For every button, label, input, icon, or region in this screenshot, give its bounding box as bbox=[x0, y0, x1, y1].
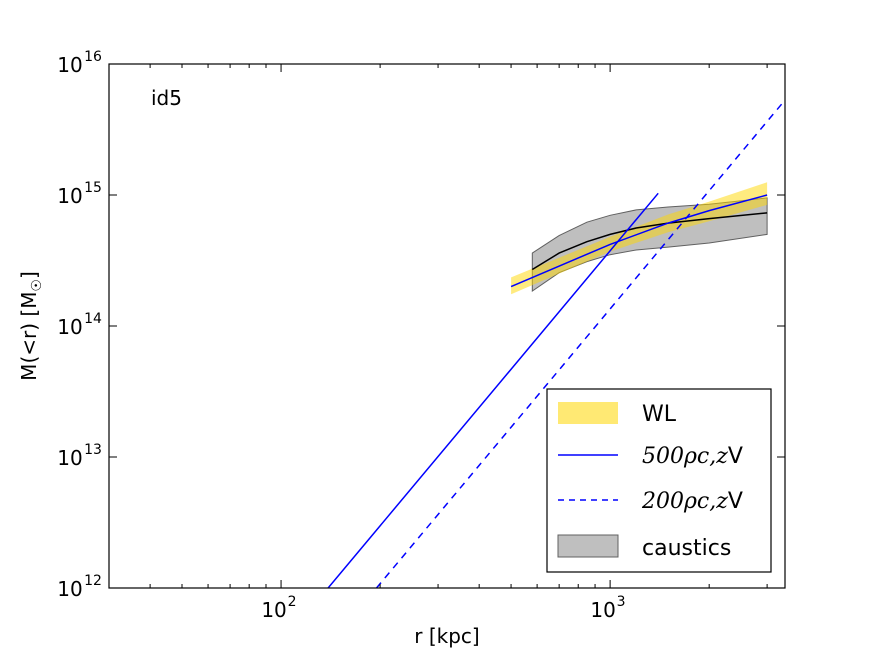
y-tick-exponent: 14 bbox=[84, 311, 102, 327]
y-tick-exponent: 12 bbox=[84, 573, 102, 589]
legend-swatch-wl bbox=[558, 402, 618, 424]
y-axis-label-close: ] bbox=[17, 271, 41, 279]
y-tick-exponent: 16 bbox=[84, 49, 102, 65]
legend-label-500: 500ρc,zV bbox=[642, 444, 743, 469]
legend-label-500-tail: V bbox=[728, 444, 743, 469]
x-tick-exponent: 3 bbox=[617, 594, 626, 610]
legend-label-200-math: 200ρc,z bbox=[641, 489, 728, 514]
density-500-line bbox=[327, 192, 659, 588]
y-axis-label-main: M(<r) [M bbox=[17, 292, 41, 381]
y-tick-label: 10 bbox=[57, 184, 82, 208]
density-200-line bbox=[375, 99, 785, 588]
y-tick-label: 10 bbox=[57, 53, 82, 77]
y-tick-exponent: 15 bbox=[84, 180, 102, 196]
series-layer bbox=[327, 99, 785, 588]
panel-label: id5 bbox=[151, 86, 182, 110]
x-axis-label: r [kpc] bbox=[414, 624, 479, 648]
legend-label-caustics: caustics bbox=[642, 536, 731, 561]
y-axis-label: M(<r) [M☉] bbox=[17, 271, 45, 381]
legend: WL 500ρc,zV 200ρc,zV caustics bbox=[546, 388, 772, 573]
y-tick-label: 10 bbox=[57, 577, 82, 601]
legend-label-wl: WL bbox=[642, 402, 677, 427]
wl-band bbox=[511, 182, 768, 295]
legend-label-200-tail: V bbox=[728, 489, 743, 514]
legend-label-200: 200ρc,zV bbox=[641, 489, 743, 514]
x-tick-label: 10 bbox=[261, 598, 286, 622]
plot-frame bbox=[108, 63, 786, 589]
wl-median-line bbox=[510, 194, 768, 288]
caustics-median-line bbox=[531, 212, 768, 271]
legend-swatch-caustics bbox=[557, 534, 619, 558]
x-tick-exponent: 2 bbox=[288, 594, 297, 610]
y-tick-exponent: 13 bbox=[84, 442, 102, 458]
y-axis-label-sun-symbol: ☉ bbox=[29, 279, 45, 292]
legend-label-500-math: 500ρc,z bbox=[642, 444, 728, 469]
y-tick-label: 10 bbox=[57, 315, 82, 339]
x-tick-label: 10 bbox=[590, 598, 615, 622]
y-tick-label: 10 bbox=[57, 446, 82, 470]
